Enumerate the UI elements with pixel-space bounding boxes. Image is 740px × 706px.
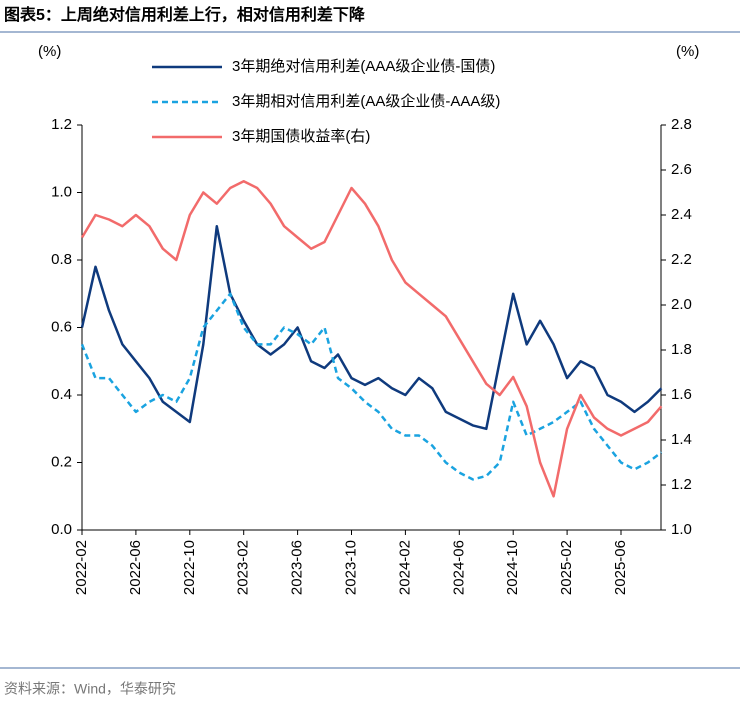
y2-tick-label: 1.4 [671, 431, 692, 448]
y-tick-label: 0.0 [51, 521, 72, 538]
x-tick-label: 2022-02 [73, 540, 90, 595]
series-line [80, 180, 663, 498]
y2-tick-label: 1.8 [671, 341, 692, 358]
y-tick-label: 0.4 [51, 386, 72, 403]
y2-tick-label: 1.6 [671, 386, 692, 403]
x-tick-label: 2025-02 [558, 540, 575, 595]
legend-label: 3年期绝对信用利差(AAA级企业债-国债) [232, 57, 495, 75]
x-tick-label: 2023-06 [289, 540, 306, 595]
y2-tick-label: 1.2 [671, 476, 692, 493]
y2-tick-label: 2.6 [671, 161, 692, 178]
source: 资料来源：Wind，华泰研究 [4, 681, 176, 697]
y-tick-label: 1.2 [51, 116, 72, 133]
x-tick-label: 2024-06 [450, 540, 467, 595]
x-tick-label: 2023-10 [342, 540, 359, 595]
x-tick-label: 2022-06 [127, 540, 144, 595]
y-tick-label: 0.2 [51, 453, 72, 470]
legend-label: 3年期相对信用利差(AA级企业债-AAA级) [232, 92, 500, 110]
y2-tick-label: 2.2 [671, 251, 692, 268]
chart-title: 图表5：上周绝对信用利差上行，相对信用利差下降 [4, 5, 366, 24]
series-line [80, 292, 663, 481]
legend-label: 3年期国债收益率(右) [232, 128, 370, 145]
y-tick-label: 0.6 [51, 318, 72, 335]
y-tick-label: 0.8 [51, 251, 72, 268]
x-tick-label: 2023-02 [235, 540, 252, 595]
x-tick-label: 2022-10 [181, 540, 198, 595]
x-tick-label: 2024-02 [396, 540, 413, 595]
y-axis-label: (%) [38, 43, 61, 60]
y-tick-label: 1.0 [51, 183, 72, 200]
x-tick-label: 2025-06 [612, 540, 629, 595]
y2-tick-label: 2.4 [671, 206, 692, 223]
series-line [80, 225, 663, 431]
x-tick-label: 2024-10 [504, 540, 521, 595]
y2-axis-label: (%) [676, 43, 699, 60]
y2-tick-label: 2.8 [671, 116, 692, 133]
y2-tick-label: 2.0 [671, 296, 692, 313]
y2-tick-label: 1.0 [671, 521, 692, 538]
